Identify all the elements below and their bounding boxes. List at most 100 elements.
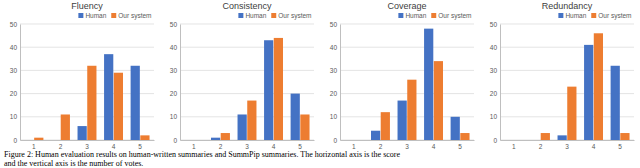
x-tick-label: 2 xyxy=(59,143,63,150)
bar xyxy=(51,140,60,141)
bars xyxy=(34,54,149,140)
y-tick: 20 xyxy=(330,90,340,97)
bar xyxy=(371,131,380,140)
y-tick: 10 xyxy=(170,113,180,120)
legend-label: Our system xyxy=(118,12,151,20)
caption-line: and the vertical axis is the number of v… xyxy=(4,159,143,168)
x-tick-label: 5 xyxy=(618,143,622,150)
y-axis-line xyxy=(500,25,501,141)
panel: 0102030405012345 xyxy=(490,21,635,150)
legend: HumanOur system xyxy=(238,12,311,20)
x-tick-label: 2 xyxy=(379,143,383,150)
bar xyxy=(300,114,309,140)
legend-swatch xyxy=(78,13,83,18)
legend-swatch xyxy=(111,13,116,18)
bar xyxy=(78,126,87,140)
x-tick: 2 xyxy=(379,140,383,150)
x-tick-label: 2 xyxy=(539,143,543,150)
grid-line xyxy=(180,24,314,25)
x-tick-label: 3 xyxy=(245,143,249,150)
x-tick-label: 4 xyxy=(592,143,596,150)
bar xyxy=(407,80,416,140)
bar xyxy=(140,135,149,140)
x-tick: 4 xyxy=(432,140,436,150)
x-tick: 2 xyxy=(539,140,543,150)
y-tick-label: 20 xyxy=(330,90,338,97)
x-axis-line xyxy=(341,140,475,141)
bar xyxy=(594,33,603,140)
y-tick-label: 50 xyxy=(170,21,178,28)
x-tick-label: 4 xyxy=(272,143,276,150)
y-tick: 30 xyxy=(490,67,500,74)
legend-label: Human xyxy=(565,12,586,19)
panel: 0102030405012345 xyxy=(330,21,475,150)
y-tick-label: 40 xyxy=(170,44,178,51)
legend: Human Our system xyxy=(558,12,631,20)
grid-line xyxy=(500,24,634,25)
y-tick-label: 0 xyxy=(333,137,337,144)
chart-title: Fluency xyxy=(71,1,103,11)
bar xyxy=(184,140,193,141)
bar xyxy=(221,133,230,140)
x-tick: 3 xyxy=(565,140,569,150)
x-tick-label: 3 xyxy=(405,143,409,150)
y-tick: 50 xyxy=(170,21,180,28)
bar xyxy=(451,117,460,140)
x-tick-label: 1 xyxy=(512,143,516,150)
x-tick: 2 xyxy=(59,140,63,150)
bar xyxy=(531,140,540,141)
x-tick-label: 4 xyxy=(112,143,116,150)
x-tick: 4 xyxy=(272,140,276,150)
y-tick-label: 20 xyxy=(490,90,498,97)
y-tick-label: 50 xyxy=(330,21,338,28)
x-tick-label: 1 xyxy=(32,143,36,150)
y-tick-label: 20 xyxy=(10,90,18,97)
y-tick: 0 xyxy=(333,137,340,144)
legend-swatch xyxy=(398,13,403,18)
x-tick: 5 xyxy=(298,140,302,150)
bars xyxy=(541,33,630,140)
x-tick: 4 xyxy=(112,140,116,150)
y-tick-label: 0 xyxy=(493,137,497,144)
grid-line xyxy=(180,70,314,71)
y-tick-label: 30 xyxy=(330,67,338,74)
y-tick: 40 xyxy=(330,44,340,51)
x-tick-label: 5 xyxy=(138,143,142,150)
legend-label: Human xyxy=(405,12,426,19)
bar xyxy=(424,29,433,140)
x-tick: 1 xyxy=(192,140,196,150)
y-axis: 01020304050 xyxy=(10,21,21,144)
y-tick: 50 xyxy=(10,21,20,28)
bar xyxy=(61,114,70,140)
y-tick: 30 xyxy=(10,67,20,74)
y-tick-label: 50 xyxy=(10,21,18,28)
bar xyxy=(381,112,390,140)
y-tick: 10 xyxy=(490,113,500,120)
bar xyxy=(344,140,353,141)
legend-swatch xyxy=(238,13,243,18)
bar xyxy=(567,87,576,140)
bar xyxy=(460,133,469,140)
figure: 0102030405012345FluencyHumanOur system01… xyxy=(0,0,640,168)
y-axis: 0 10 20 30 40 50 xyxy=(330,21,341,144)
legend-label: Our system xyxy=(598,12,631,20)
x-tick-label: 4 xyxy=(432,143,436,150)
y-tick-label: 10 xyxy=(170,113,178,120)
bar xyxy=(354,140,363,141)
x-axis: 12345 xyxy=(181,140,315,150)
grid-line xyxy=(500,47,634,48)
bar xyxy=(398,101,407,140)
x-tick: 4 xyxy=(592,140,596,150)
bar xyxy=(611,66,620,140)
y-tick-label: 10 xyxy=(10,113,18,120)
y-tick-label: 10 xyxy=(330,113,338,120)
x-tick-label: 5 xyxy=(458,143,462,150)
bar xyxy=(504,140,513,141)
legend: HumanOur system xyxy=(78,12,151,20)
bars xyxy=(211,38,310,140)
plot-area xyxy=(211,38,310,140)
chart-title: Redundancy xyxy=(542,1,593,11)
y-tick-label: 0 xyxy=(13,137,17,144)
bar xyxy=(291,94,300,140)
plot-area xyxy=(371,29,470,140)
